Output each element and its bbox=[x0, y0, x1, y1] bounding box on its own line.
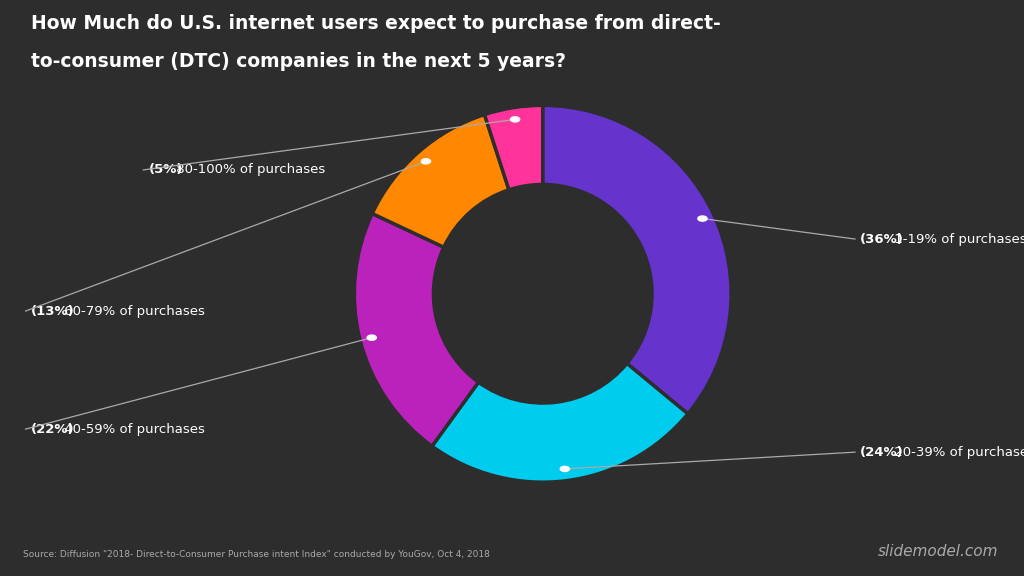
Text: slidemodel.com: slidemodel.com bbox=[878, 544, 998, 559]
Wedge shape bbox=[543, 105, 731, 414]
Wedge shape bbox=[432, 363, 688, 482]
Text: (24%): (24%) bbox=[860, 446, 904, 458]
Text: (22%): (22%) bbox=[31, 423, 75, 435]
Wedge shape bbox=[484, 105, 543, 190]
Text: 80-100% of purchases: 80-100% of purchases bbox=[172, 164, 326, 176]
Text: 60-79% of purchases: 60-79% of purchases bbox=[60, 305, 205, 317]
Wedge shape bbox=[354, 214, 478, 446]
Text: (36%): (36%) bbox=[860, 233, 904, 245]
Text: to-consumer (DTC) companies in the next 5 years?: to-consumer (DTC) companies in the next … bbox=[31, 52, 565, 71]
Text: 1-19% of purchases: 1-19% of purchases bbox=[890, 233, 1024, 245]
Text: How Much do U.S. internet users expect to purchase from direct-: How Much do U.S. internet users expect t… bbox=[31, 14, 721, 33]
Text: 20-39% of purchases: 20-39% of purchases bbox=[890, 446, 1024, 458]
Text: (5%): (5%) bbox=[148, 164, 183, 176]
Wedge shape bbox=[373, 115, 509, 247]
Text: 40-59% of purchases: 40-59% of purchases bbox=[60, 423, 205, 435]
Text: Source: Diffusion "2018- Direct-to-Consumer Purchase intent Index" conducted by : Source: Diffusion "2018- Direct-to-Consu… bbox=[23, 550, 489, 559]
Text: (13%): (13%) bbox=[31, 305, 75, 317]
